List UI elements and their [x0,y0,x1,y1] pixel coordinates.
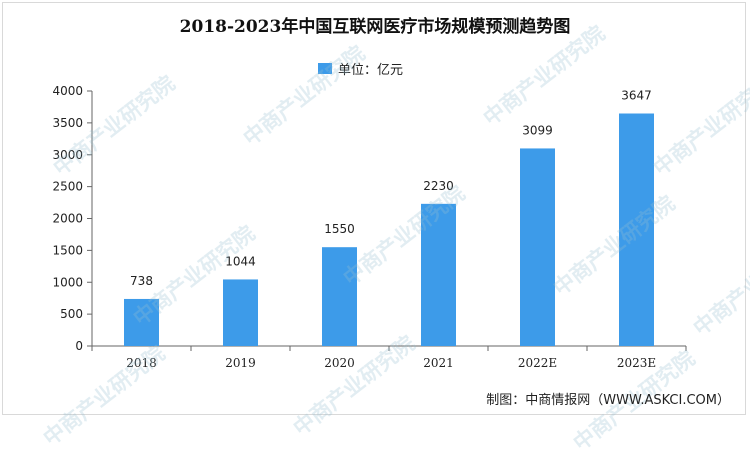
data-label: 3647 [621,89,652,103]
x-tick-label: 2020 [324,356,355,370]
y-tick-label: 3000 [52,148,83,162]
y-tick-label: 1000 [52,275,83,289]
data-label: 738 [130,274,153,288]
y-tick-label: 4000 [52,84,83,98]
bar-chart: 0 500 1000 1500 2000 2500 3000 3500 4000 738 2018… [52,84,687,370]
bar [124,298,159,346]
data-label: 1044 [225,254,256,268]
chart-axes: 0 500 1000 1500 2000 2500 3000 3500 4000 [52,84,687,353]
bar [223,279,258,346]
bar [322,247,357,346]
y-tick-label: 3500 [52,116,83,130]
legend-label: 单位：亿元 [338,63,404,78]
y-tick-label: 1500 [52,243,83,257]
x-tick-label: 2018 [126,356,157,370]
chart-title: 2018-2023年中国互联网医疗市场规模预测趋势图 [179,17,571,37]
y-tick-label: 500 [60,307,83,321]
data-label: 1550 [324,222,355,236]
chart-labels: 738 2018 1044 2019 1550 2020 2230 2021 3099 2022E… [126,89,656,370]
data-label: 2230 [423,179,454,193]
bar [520,148,555,346]
legend-swatch [318,63,332,74]
y-tick-label: 2000 [52,212,83,226]
y-tick-label: 2500 [52,180,83,194]
bar [421,203,456,346]
x-tick-label: 2021 [423,356,454,370]
bar [619,113,654,346]
chart-legend: 单位：亿元 [318,59,403,78]
x-tick-label: 2022E [518,356,557,370]
data-label: 3099 [522,123,553,137]
x-tick-label: 2019 [225,356,256,370]
source-note: 制图：中商情报网（WWW.ASKCI.COM） [486,393,730,408]
chart-frame [2,2,746,415]
x-tick-label: 2023E [617,356,656,370]
y-tick-label: 0 [75,339,83,353]
chart-bars [124,113,654,346]
